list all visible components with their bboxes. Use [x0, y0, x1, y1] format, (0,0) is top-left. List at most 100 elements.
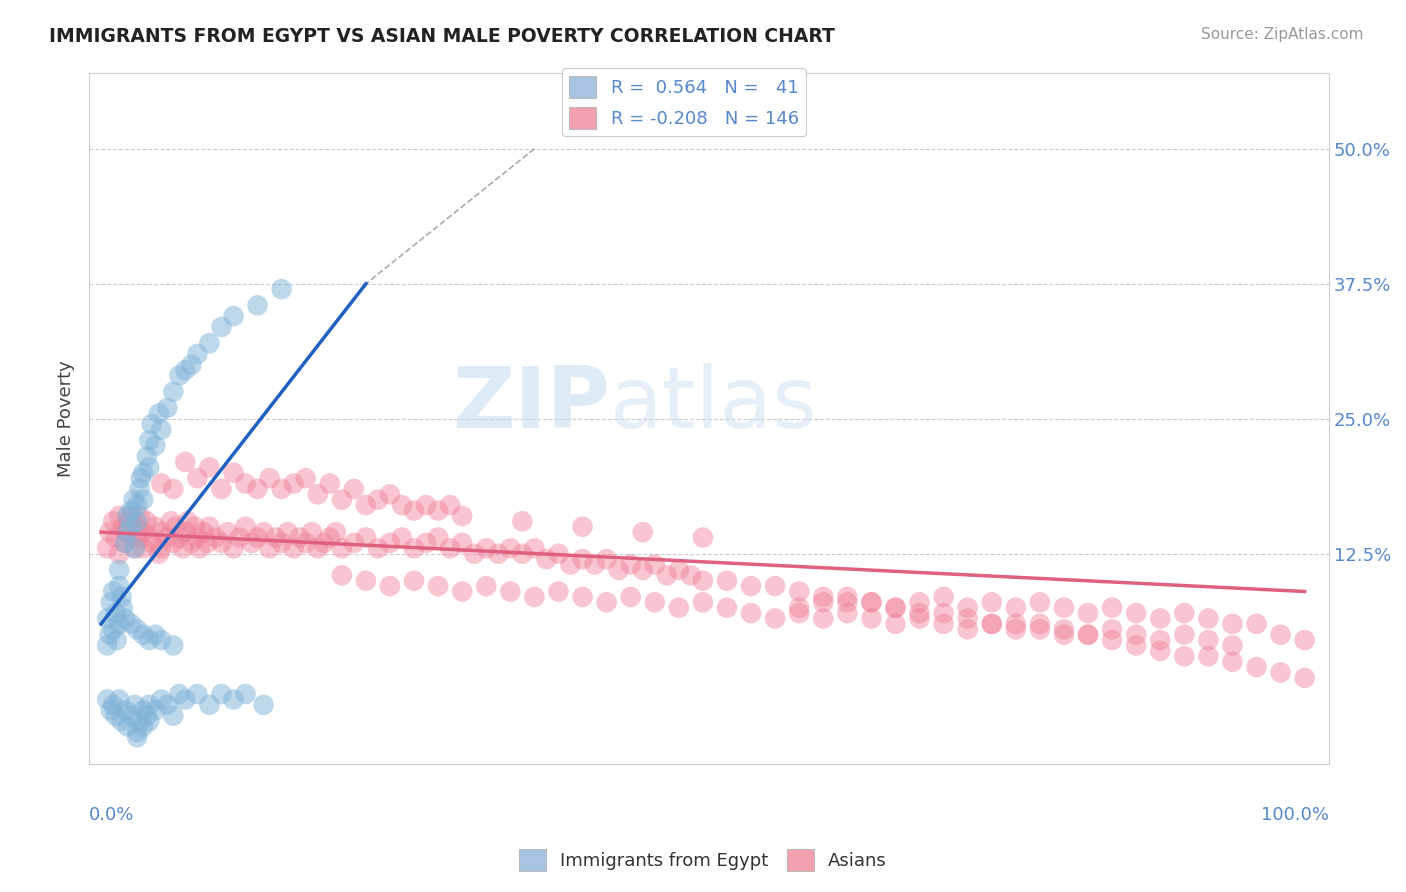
Point: [110, 714, 132, 728]
Point: [763, 611, 786, 625]
Point: [294, 471, 316, 485]
Point: [583, 558, 606, 572]
Point: [128, 714, 150, 728]
Point: [595, 552, 617, 566]
Point: [307, 487, 329, 501]
Point: [343, 536, 366, 550]
Point: [523, 541, 546, 556]
Point: [301, 525, 323, 540]
Point: [668, 600, 690, 615]
Point: [415, 536, 437, 550]
Point: [1222, 639, 1244, 653]
Point: [1197, 649, 1219, 664]
Point: [1101, 600, 1123, 615]
Point: [270, 482, 292, 496]
Point: [884, 600, 907, 615]
Point: [120, 503, 142, 517]
Point: [860, 595, 883, 609]
Point: [120, 531, 142, 545]
Point: [787, 584, 810, 599]
Point: [132, 492, 155, 507]
Point: [1053, 622, 1076, 636]
Point: [127, 519, 149, 533]
Point: [1077, 606, 1099, 620]
Point: [96, 611, 118, 625]
Text: ZIP: ZIP: [451, 363, 610, 446]
Point: [132, 719, 155, 733]
Point: [354, 574, 377, 588]
Point: [186, 471, 208, 485]
Point: [1053, 600, 1076, 615]
Point: [104, 606, 127, 620]
Point: [367, 541, 389, 556]
Point: [813, 590, 835, 604]
Point: [246, 482, 269, 496]
Point: [132, 466, 155, 480]
Point: [1004, 616, 1026, 631]
Point: [571, 552, 593, 566]
Point: [956, 622, 979, 636]
Point: [156, 401, 179, 415]
Point: [104, 708, 127, 723]
Point: [111, 519, 134, 533]
Point: [692, 531, 714, 545]
Point: [259, 471, 281, 485]
Point: [980, 616, 1002, 631]
Point: [692, 574, 714, 588]
Point: [101, 622, 124, 636]
Point: [620, 590, 643, 604]
Point: [475, 541, 498, 556]
Point: [813, 595, 835, 609]
Point: [180, 536, 202, 550]
Point: [124, 698, 146, 712]
Point: [439, 498, 461, 512]
Point: [294, 536, 316, 550]
Point: [135, 708, 157, 723]
Point: [264, 531, 287, 545]
Point: [547, 547, 569, 561]
Point: [141, 536, 163, 550]
Point: [169, 531, 191, 545]
Point: [595, 595, 617, 609]
Point: [128, 508, 150, 523]
Point: [1294, 671, 1316, 685]
Point: [204, 531, 226, 545]
Point: [114, 536, 136, 550]
Point: [1149, 633, 1171, 648]
Point: [235, 519, 257, 533]
Legend: R =  0.564   N =   41, R = -0.208   N = 146: R = 0.564 N = 41, R = -0.208 N = 146: [562, 69, 806, 136]
Point: [1004, 600, 1026, 615]
Point: [1222, 616, 1244, 631]
Point: [108, 547, 131, 561]
Point: [217, 525, 239, 540]
Point: [427, 531, 450, 545]
Point: [837, 590, 859, 604]
Point: [111, 600, 134, 615]
Point: [908, 606, 931, 620]
Point: [108, 616, 131, 631]
Point: [1101, 633, 1123, 648]
Point: [325, 525, 347, 540]
Point: [787, 606, 810, 620]
Point: [96, 692, 118, 706]
Legend: Immigrants from Egypt, Asians: Immigrants from Egypt, Asians: [512, 842, 894, 879]
Point: [246, 298, 269, 312]
Point: [100, 595, 122, 609]
Point: [150, 476, 173, 491]
Point: [631, 563, 654, 577]
Point: [330, 541, 353, 556]
Point: [98, 628, 121, 642]
Point: [186, 687, 208, 701]
Point: [427, 503, 450, 517]
Point: [162, 639, 184, 653]
Point: [1125, 639, 1147, 653]
Point: [162, 482, 184, 496]
Point: [132, 703, 155, 717]
Point: [932, 606, 955, 620]
Point: [319, 531, 342, 545]
Point: [104, 531, 127, 545]
Point: [114, 525, 136, 540]
Point: [547, 584, 569, 599]
Point: [98, 525, 121, 540]
Point: [283, 541, 305, 556]
